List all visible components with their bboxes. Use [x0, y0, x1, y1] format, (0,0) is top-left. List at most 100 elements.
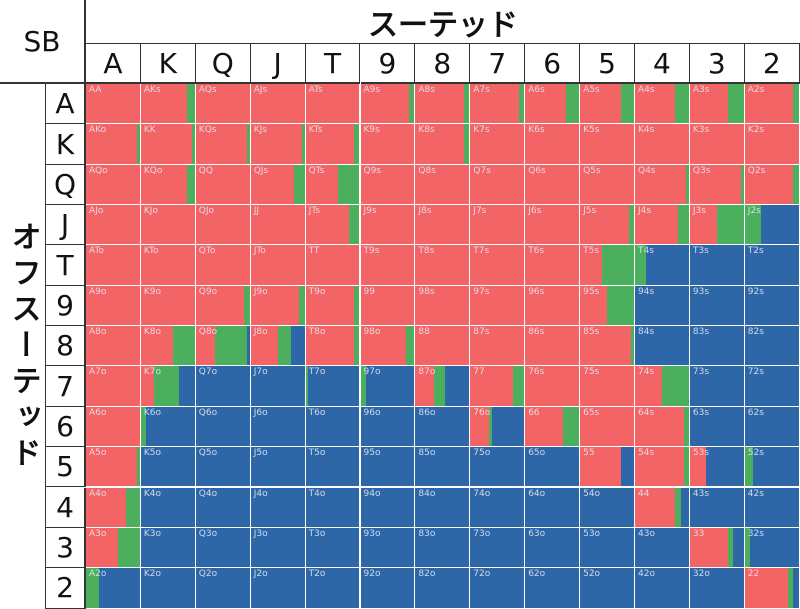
hand-cell[interactable]: K2o	[140, 568, 196, 609]
hand-cell[interactable]: 54s	[635, 447, 690, 488]
hand-cell[interactable]: K5s	[580, 124, 635, 165]
hand-cell[interactable]: J9o	[250, 285, 306, 327]
hand-cell[interactable]: 97o	[360, 366, 416, 407]
hand-cell[interactable]: T3s	[689, 245, 745, 286]
hand-cell[interactable]: T7o	[305, 366, 361, 407]
hand-cell[interactable]: 42o	[635, 568, 690, 609]
hand-cell[interactable]: 74s	[635, 366, 690, 407]
hand-cell[interactable]: AKo	[86, 124, 141, 165]
hand-cell[interactable]: KTs	[305, 124, 361, 165]
hand-cell[interactable]: QJs	[250, 164, 306, 206]
hand-cell[interactable]: TT	[305, 245, 361, 286]
hand-cell[interactable]: Q6o	[195, 406, 251, 448]
hand-cell[interactable]: 85s	[580, 326, 635, 367]
hand-cell[interactable]: Q9s	[360, 164, 416, 206]
hand-cell[interactable]: 92s	[744, 285, 800, 327]
hand-cell[interactable]: Q7o	[195, 366, 251, 407]
hand-cell[interactable]: A2s	[744, 84, 800, 125]
hand-cell[interactable]: 84s	[635, 326, 690, 367]
hand-cell[interactable]: J8o	[250, 326, 306, 367]
hand-cell[interactable]: A9s	[360, 84, 416, 125]
hand-cell[interactable]: J3o	[250, 527, 306, 569]
hand-cell[interactable]: 53o	[580, 527, 635, 569]
hand-cell[interactable]: Q7s	[470, 164, 526, 206]
hand-cell[interactable]: 93s	[689, 285, 745, 327]
hand-cell[interactable]: Q8s	[415, 164, 471, 206]
hand-cell[interactable]: T9o	[305, 285, 361, 327]
hand-cell[interactable]: A3s	[689, 84, 745, 125]
hand-cell[interactable]: J2o	[250, 568, 306, 609]
hand-cell[interactable]: 65s	[580, 406, 635, 448]
hand-cell[interactable]: K6s	[525, 124, 581, 165]
hand-cell[interactable]: T8s	[415, 245, 471, 286]
hand-cell[interactable]: Q5s	[580, 164, 635, 206]
hand-cell[interactable]: 44	[635, 487, 690, 528]
hand-cell[interactable]: 32s	[744, 527, 800, 569]
hand-cell[interactable]: K7s	[470, 124, 526, 165]
hand-cell[interactable]: 92o	[360, 568, 416, 609]
hand-cell[interactable]: 76o	[470, 406, 526, 448]
hand-cell[interactable]: T4s	[635, 245, 690, 286]
hand-cell[interactable]: 42s	[744, 487, 800, 528]
hand-cell[interactable]: T6o	[305, 406, 361, 448]
hand-cell[interactable]: 95s	[580, 285, 635, 327]
hand-cell[interactable]: A4o	[86, 487, 141, 528]
hand-cell[interactable]: AJs	[250, 84, 306, 125]
hand-cell[interactable]: 98s	[415, 285, 471, 327]
hand-cell[interactable]: 43s	[689, 487, 745, 528]
hand-cell[interactable]: K5o	[140, 447, 196, 488]
hand-cell[interactable]: AQo	[86, 164, 141, 206]
hand-cell[interactable]: J3s	[689, 205, 745, 246]
hand-cell[interactable]: 96s	[525, 285, 581, 327]
hand-cell[interactable]: 88	[415, 326, 471, 367]
hand-cell[interactable]: AQs	[195, 84, 251, 125]
hand-cell[interactable]: J2s	[744, 205, 800, 246]
hand-cell[interactable]: QTo	[195, 245, 251, 286]
hand-cell[interactable]: 84o	[415, 487, 471, 528]
hand-cell[interactable]: 72o	[470, 568, 526, 609]
hand-cell[interactable]: 55	[580, 447, 635, 488]
hand-cell[interactable]: A8s	[415, 84, 471, 125]
hand-cell[interactable]: T2o	[305, 568, 361, 609]
hand-cell[interactable]: 96o	[360, 406, 416, 448]
hand-cell[interactable]: A6o	[86, 406, 141, 448]
hand-cell[interactable]: J6o	[250, 406, 306, 448]
hand-cell[interactable]: A5o	[86, 447, 141, 488]
hand-cell[interactable]: K2s	[744, 124, 800, 165]
hand-cell[interactable]: K4s	[635, 124, 690, 165]
hand-cell[interactable]: KTo	[140, 245, 196, 286]
hand-cell[interactable]: K9s	[360, 124, 416, 165]
hand-cell[interactable]: ATo	[86, 245, 141, 286]
hand-cell[interactable]: 87s	[470, 326, 526, 367]
hand-cell[interactable]: J7o	[250, 366, 306, 407]
hand-cell[interactable]: J7s	[470, 205, 526, 246]
hand-cell[interactable]: 63o	[525, 527, 581, 569]
hand-cell[interactable]: T2s	[744, 245, 800, 286]
hand-cell[interactable]: 62s	[744, 406, 800, 448]
hand-cell[interactable]: A8o	[86, 326, 141, 367]
hand-cell[interactable]: 94s	[635, 285, 690, 327]
hand-cell[interactable]: 72s	[744, 366, 800, 407]
hand-cell[interactable]: 33	[689, 527, 745, 569]
hand-cell[interactable]: A5s	[580, 84, 635, 125]
hand-cell[interactable]: Q3o	[195, 527, 251, 569]
hand-cell[interactable]: J5o	[250, 447, 306, 488]
hand-cell[interactable]: J9s	[360, 205, 416, 246]
hand-cell[interactable]: 77	[470, 366, 526, 407]
hand-cell[interactable]: Q6s	[525, 164, 581, 206]
hand-cell[interactable]: K3o	[140, 527, 196, 569]
hand-cell[interactable]: T4o	[305, 487, 361, 528]
hand-cell[interactable]: 85o	[415, 447, 471, 488]
hand-cell[interactable]: J5s	[580, 205, 635, 246]
hand-cell[interactable]: KQs	[195, 124, 251, 165]
hand-cell[interactable]: T6s	[525, 245, 581, 286]
hand-cell[interactable]: A7o	[86, 366, 141, 407]
hand-cell[interactable]: Q3s	[689, 164, 745, 206]
hand-cell[interactable]: 82o	[415, 568, 471, 609]
hand-cell[interactable]: K6o	[140, 406, 196, 448]
hand-cell[interactable]: K8o	[140, 326, 196, 367]
hand-cell[interactable]: 53s	[689, 447, 745, 488]
hand-cell[interactable]: KJs	[250, 124, 306, 165]
hand-cell[interactable]: J6s	[525, 205, 581, 246]
hand-cell[interactable]: 75o	[470, 447, 526, 488]
